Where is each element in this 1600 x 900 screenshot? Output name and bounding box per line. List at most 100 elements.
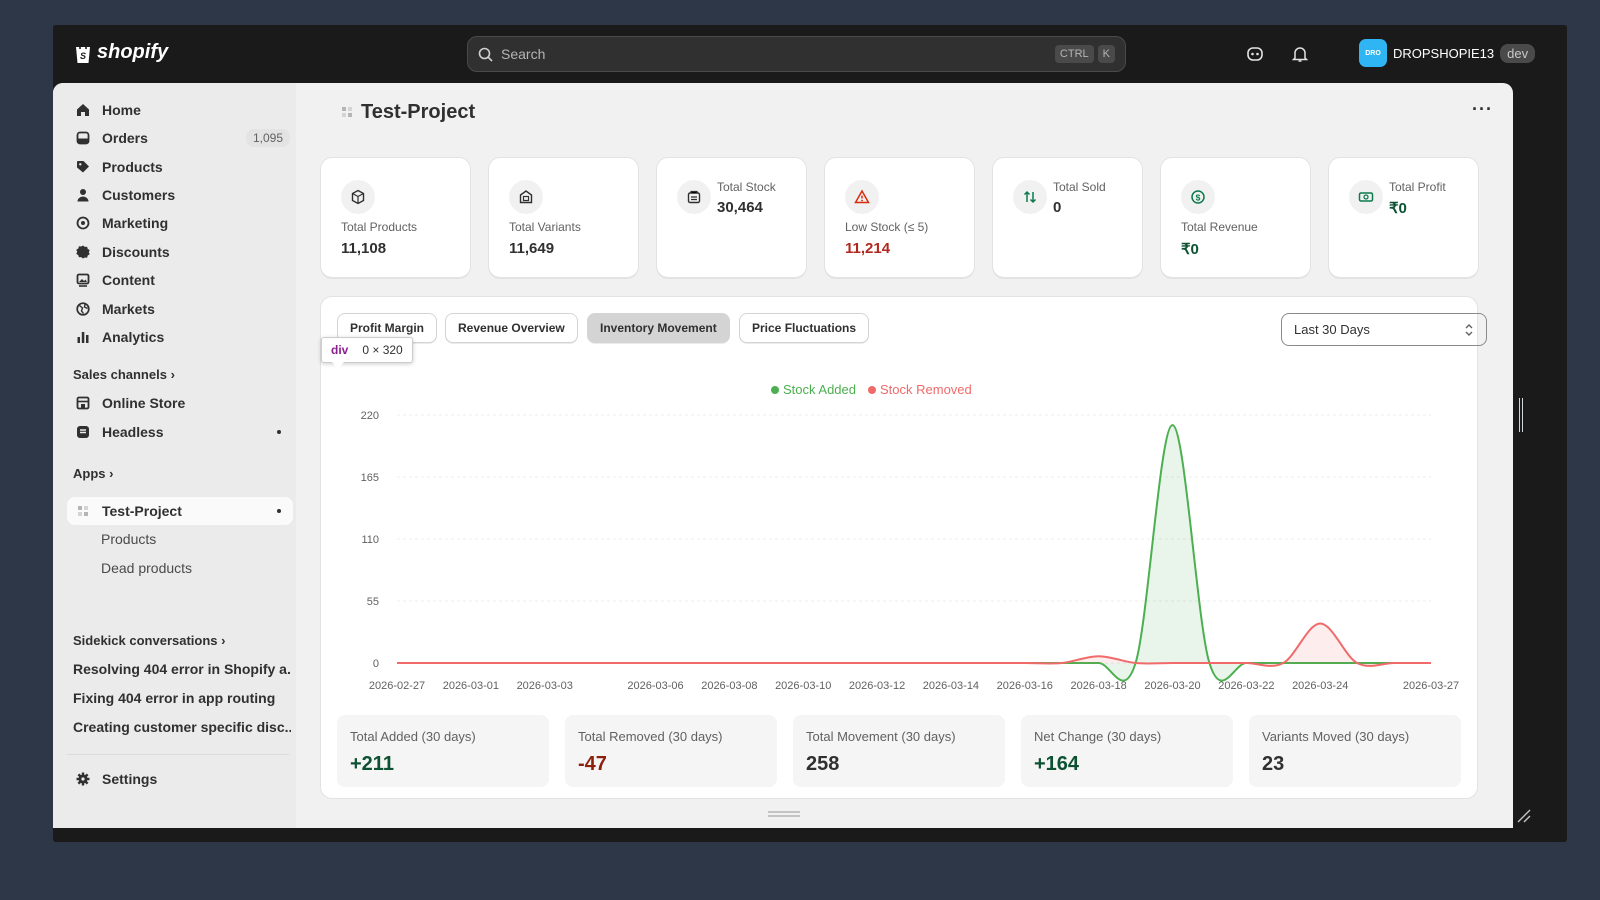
store-menu[interactable]: DRO DROPSHOPIE13 dev xyxy=(1359,39,1536,67)
conversation-item[interactable]: Fixing 404 error in app routing xyxy=(73,690,276,706)
stat-value: 258 xyxy=(806,753,840,775)
chart-panel: Profit Margin Revenue Overview Inventory… xyxy=(320,296,1487,799)
sidebar-subitem-dead-products[interactable]: Dead products xyxy=(101,560,193,576)
sidebar-item-analytics[interactable]: Analytics xyxy=(67,323,293,351)
sidebar-item-markets[interactable]: Markets xyxy=(67,295,293,323)
sidebar-item-test-project[interactable]: Test-Project xyxy=(67,497,293,525)
sidebar-item-content[interactable]: Content xyxy=(67,266,293,294)
y-tick-label: 0 xyxy=(373,658,379,670)
sidebar-item-online-store[interactable]: Online Store xyxy=(67,389,293,417)
gear-icon xyxy=(75,771,91,787)
store-icon xyxy=(75,395,91,411)
legend-label: Stock Removed xyxy=(880,382,972,397)
sidekick-icon[interactable] xyxy=(1244,43,1266,65)
x-tick-label: 2026-03-01 xyxy=(443,680,499,692)
y-tick-label: 220 xyxy=(361,410,379,422)
more-actions-button[interactable]: ··· xyxy=(1472,99,1493,119)
date-range-select[interactable]: Last 30 Days xyxy=(1281,313,1487,346)
x-tick-label: 2026-03-16 xyxy=(997,680,1053,692)
x-tick-label: 2026-03-18 xyxy=(1071,680,1127,692)
home-icon xyxy=(75,102,91,118)
card-label: Total Stock xyxy=(717,180,776,194)
stat-label: Total Added (30 days) xyxy=(350,729,476,744)
pin-dot xyxy=(277,509,281,513)
x-tick-label: 2026-03-06 xyxy=(627,680,683,692)
legend-item-stock-added[interactable]: Stock Added xyxy=(771,382,856,397)
sidebar-item-discounts[interactable]: Discounts xyxy=(67,238,293,266)
legend-item-stock-removed[interactable]: Stock Removed xyxy=(868,382,972,397)
person-icon xyxy=(75,187,91,203)
image-icon xyxy=(75,272,91,288)
sidebar-item-customers[interactable]: Customers xyxy=(67,181,293,209)
dev-badge: dev xyxy=(1500,43,1536,63)
sidebar-item-label: Test-Project xyxy=(102,503,182,519)
stat-value: -47 xyxy=(578,753,607,775)
sidebar-item-orders[interactable]: Orders 1,095 xyxy=(67,124,293,152)
sidebar-item-label: Home xyxy=(102,102,141,118)
sidebar-item-products[interactable]: Products xyxy=(67,153,293,181)
shopify-logo[interactable]: S shopify xyxy=(73,41,168,64)
card-total-profit: Total Profit ₹0 xyxy=(1328,157,1479,278)
resize-grip-icon[interactable] xyxy=(768,811,800,817)
tab-price-fluctuations[interactable]: Price Fluctuations xyxy=(739,313,870,343)
box-icon xyxy=(341,180,375,214)
headless-icon xyxy=(75,424,91,440)
store-name: DROPSHOPIE13 xyxy=(1393,45,1495,61)
date-range-value: Last 30 Days xyxy=(1294,322,1370,337)
card-total-variants: Total Variants 11,649 xyxy=(488,157,639,278)
card-value: 11,108 xyxy=(341,240,387,257)
legend-label: Stock Added xyxy=(783,382,856,397)
bar-chart-icon xyxy=(75,329,91,345)
apps-link[interactable]: Apps › xyxy=(73,466,113,481)
stat-label: Net Change (30 days) xyxy=(1034,729,1162,744)
card-label: Total Products xyxy=(341,220,418,234)
stat-value: +164 xyxy=(1034,753,1080,775)
card-value: ₹0 xyxy=(1389,200,1407,217)
search-placeholder: Search xyxy=(501,46,546,62)
series-line-stock-removed xyxy=(397,622,1431,667)
sidebar-item-label: Orders xyxy=(102,130,148,146)
page-title-text: Test-Project xyxy=(361,101,476,123)
window-bottom-bar xyxy=(53,828,1567,842)
search-input[interactable]: Search CTRL K xyxy=(467,36,1126,72)
sidebar-item-label: Markets xyxy=(102,301,155,317)
stat-value: 23 xyxy=(1262,753,1285,775)
chart-legend: Stock Added Stock Removed xyxy=(771,382,972,397)
conversation-item[interactable]: Resolving 404 error in Shopify a... xyxy=(73,661,291,677)
stat-total-removed: Total Removed (30 days) -47 xyxy=(565,715,777,787)
stat-total-added: Total Added (30 days) +211 xyxy=(337,715,549,787)
sidebar-subitem-products[interactable]: Products xyxy=(101,531,157,547)
sales-channels-link[interactable]: Sales channels › xyxy=(73,367,175,382)
card-label: Low Stock (≤ 5) xyxy=(845,220,929,234)
stat-label: Variants Moved (30 days) xyxy=(1262,729,1410,744)
sidebar-item-home[interactable]: Home xyxy=(67,96,293,124)
card-total-stock: Total Stock 30,464 xyxy=(656,157,807,278)
card-label: Total Profit xyxy=(1389,180,1446,194)
sidebar-item-marketing[interactable]: Marketing xyxy=(67,209,293,237)
tab-inventory-movement[interactable]: Inventory Movement xyxy=(587,313,730,343)
panel-resize-handle[interactable] xyxy=(1519,398,1523,432)
x-tick-label: 2026-03-20 xyxy=(1144,680,1200,692)
sidekick-conversations-link[interactable]: Sidekick conversations › xyxy=(73,633,225,648)
sidebar-item-settings[interactable]: Settings xyxy=(67,765,293,793)
admin-topbar: S shopify Search CTRL K DRO DROPSHOPIE13… xyxy=(53,25,1567,83)
stat-label: Total Removed (30 days) xyxy=(578,729,723,744)
bell-icon[interactable] xyxy=(1289,43,1311,65)
sidebar-item-label: Analytics xyxy=(102,329,165,345)
sales-channels-label: Sales channels xyxy=(73,367,167,382)
apps-label: Apps xyxy=(73,466,106,481)
tag-icon xyxy=(75,159,91,175)
cash-icon xyxy=(1349,180,1383,214)
sidebar-item-headless[interactable]: Headless xyxy=(67,418,293,446)
svg-text:$: $ xyxy=(1196,192,1201,202)
sidekick-label: Sidekick conversations xyxy=(73,633,218,648)
svg-text:S: S xyxy=(80,51,86,61)
sidebar-item-label: Marketing xyxy=(102,215,169,231)
tab-revenue-overview[interactable]: Revenue Overview xyxy=(445,313,578,343)
card-value: 11,649 xyxy=(509,240,555,257)
conversation-item[interactable]: Creating customer specific disc... xyxy=(73,719,291,735)
card-value: 11,214 xyxy=(845,240,891,257)
window-corner-resize-icon[interactable] xyxy=(1516,808,1532,824)
orders-icon xyxy=(75,130,91,146)
globe-icon xyxy=(75,301,91,317)
